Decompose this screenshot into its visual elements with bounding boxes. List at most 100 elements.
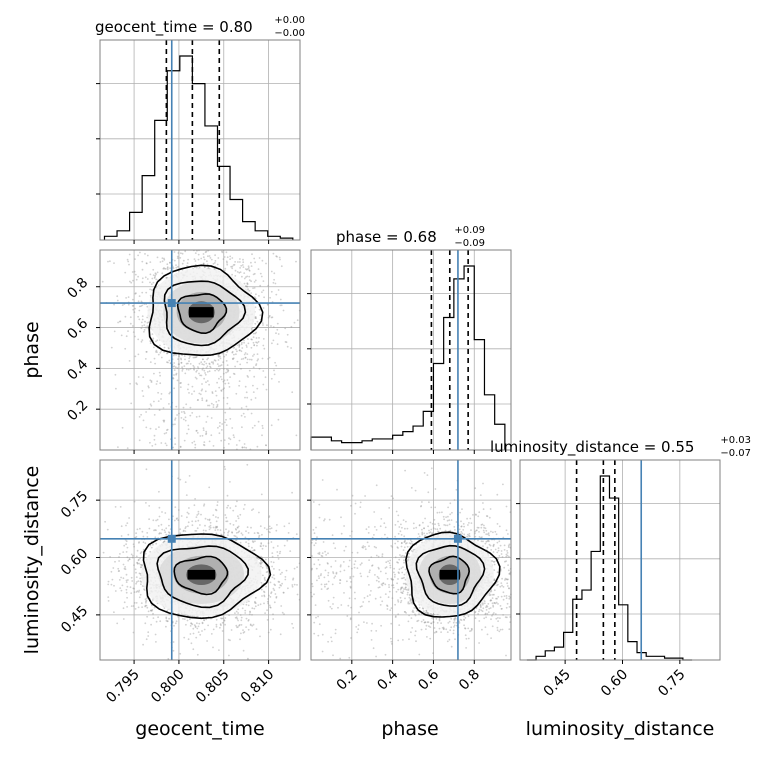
scatter-point <box>270 377 273 380</box>
scatter-point <box>265 444 267 446</box>
scatter-point <box>206 640 209 642</box>
scatter-point <box>135 591 138 593</box>
scatter-point <box>212 361 215 363</box>
scatter-point <box>272 618 275 620</box>
scatter-point <box>163 258 166 261</box>
scatter-point <box>266 600 269 603</box>
scatter-point <box>205 250 208 253</box>
scatter-point <box>276 328 279 331</box>
scatter-point <box>183 636 186 639</box>
scatter-point <box>116 295 119 298</box>
panel-frame <box>310 249 512 451</box>
scatter-point <box>239 614 242 616</box>
scatter-point <box>217 369 220 372</box>
scatter-point <box>258 534 261 537</box>
scatter-point <box>166 428 169 431</box>
scatter-point <box>295 533 298 536</box>
scatter-point <box>152 281 155 284</box>
scatter-point <box>164 512 167 514</box>
scatter-point <box>205 400 208 402</box>
scatter-point <box>207 357 210 360</box>
scatter-point <box>269 596 272 598</box>
scatter-point <box>127 260 130 263</box>
scatter-point <box>257 340 260 343</box>
scatter-point <box>178 412 180 415</box>
scatter-point <box>150 283 153 286</box>
scatter-point <box>291 391 294 394</box>
scatter-point <box>260 542 263 544</box>
scatter-point <box>168 524 170 527</box>
scatter-point <box>133 602 136 604</box>
scatter-point <box>226 364 229 366</box>
scatter-point <box>179 446 182 448</box>
scatter-point <box>106 528 109 531</box>
scatter-point <box>143 589 146 591</box>
scatter-point <box>251 613 253 616</box>
scatter-point <box>214 359 217 362</box>
scatter-point <box>263 578 266 580</box>
scatter-point <box>244 385 247 388</box>
scatter-point <box>191 412 194 414</box>
scatter-point <box>263 602 265 605</box>
scatter-point <box>136 562 139 564</box>
scatter-point <box>145 262 148 265</box>
scatter-point <box>153 434 156 437</box>
scatter-point <box>215 625 218 628</box>
scatter-point <box>172 423 175 426</box>
scatter-point <box>131 271 134 273</box>
scatter-point <box>234 505 237 508</box>
scatter-point <box>257 557 260 560</box>
scatter-point <box>142 541 145 544</box>
scatter-point <box>257 420 260 423</box>
scatter-point <box>140 602 143 604</box>
scatter-point <box>212 628 215 631</box>
scatter-point <box>110 583 113 586</box>
scatter-point <box>189 363 192 365</box>
scatter-point <box>158 371 161 374</box>
scatter-point <box>247 619 250 622</box>
scatter-point <box>222 368 225 370</box>
scatter-point <box>249 624 252 626</box>
scatter-point <box>247 604 250 607</box>
scatter-point <box>219 375 222 378</box>
scatter-point <box>251 624 254 627</box>
scatter-point <box>143 330 145 333</box>
scatter-point <box>259 545 262 547</box>
scatter-point <box>233 436 236 439</box>
scatter-point <box>155 428 157 430</box>
scatter-point <box>203 619 206 622</box>
scatter-point <box>183 529 185 532</box>
scatter-point <box>120 535 123 537</box>
scatter-point <box>251 427 254 429</box>
scatter-point <box>125 573 128 576</box>
scatter-point <box>201 358 204 361</box>
scatter-point <box>132 543 135 546</box>
scatter-point <box>192 364 195 367</box>
scatter-point <box>240 414 243 417</box>
scatter-point <box>148 527 151 530</box>
scatter-point <box>219 421 221 424</box>
scatter-point <box>292 577 295 580</box>
scatter-point <box>277 289 280 291</box>
scatter-point <box>180 417 183 419</box>
scatter-point <box>187 362 189 365</box>
scatter-point <box>238 344 241 347</box>
scatter-point <box>243 446 246 449</box>
scatter-point <box>224 617 227 619</box>
scatter-point <box>256 359 259 362</box>
scatter-point <box>189 367 192 370</box>
scatter-point <box>144 358 147 360</box>
scatter-point <box>208 486 211 489</box>
scatter-point <box>144 326 147 329</box>
scatter-point <box>240 624 243 626</box>
scatter-point <box>195 416 198 418</box>
scatter-point <box>127 533 130 536</box>
scatter-point <box>212 262 215 265</box>
scatter-point <box>286 333 289 336</box>
scatter-point <box>274 593 277 595</box>
scatter-point <box>215 520 218 523</box>
scatter-point <box>247 408 249 411</box>
scatter-point <box>203 360 206 363</box>
scatter-point <box>124 347 127 350</box>
scatter-point <box>268 356 271 359</box>
